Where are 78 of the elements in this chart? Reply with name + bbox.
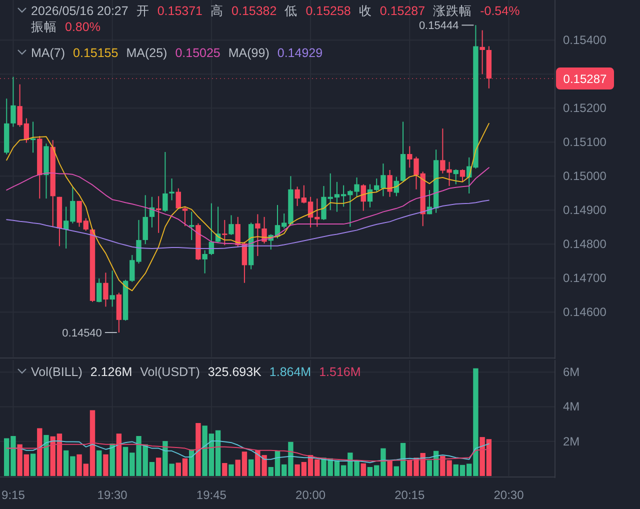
bar: [360, 463, 366, 476]
candlestick: [96, 278, 102, 303]
bar: [37, 428, 42, 476]
annotation: MA(99): [228, 46, 270, 60]
bar: [228, 464, 234, 476]
y-tick-label: 0.14800: [563, 237, 607, 252]
annotation: 涨跌幅: [433, 4, 472, 18]
y-tick-label: 4M: [563, 400, 580, 414]
candlestick: [222, 219, 228, 246]
annotation: 0.15371: [157, 4, 203, 18]
y-tick-label: 0.14600: [563, 305, 607, 320]
bar: [222, 463, 228, 476]
x-tick-label: 19:45: [196, 488, 227, 502]
chart-title: 2026/05/16 20:27: [31, 4, 128, 18]
annotation: 0.15382: [232, 4, 277, 18]
candlestick: [142, 194, 148, 245]
annotation: 0.15287: [380, 4, 426, 18]
annotation: 开: [136, 4, 150, 18]
bar: [248, 459, 254, 476]
bar: [387, 460, 392, 476]
annotation: 振幅: [31, 20, 57, 34]
y-tick-label: 0.15400: [563, 33, 607, 48]
bar: [110, 444, 115, 476]
y-tick-label: 0.15000: [563, 169, 607, 184]
line-series: [6, 122, 490, 292]
candlestick: [182, 206, 188, 227]
text: 0.15155: [73, 46, 118, 60]
candlestick: [255, 214, 260, 257]
candlestick: [176, 188, 181, 209]
annotation: MA(25): [126, 46, 168, 60]
annotation: Vol(USDT): [140, 365, 200, 379]
candlestick: [453, 168, 458, 185]
x-tick-label: 20:30: [494, 488, 524, 502]
annotation: 0.15258: [306, 4, 351, 18]
candlestick: [228, 214, 234, 236]
candlestick: [10, 76, 16, 128]
text: 0.15025: [175, 46, 220, 60]
annotation: 2.126M: [90, 365, 132, 379]
annotation: 0.80%: [65, 20, 100, 34]
text: 0.14929: [277, 46, 323, 60]
x-tick-label: 20:00: [296, 488, 326, 502]
candlestick: [387, 170, 392, 198]
candlestick: [110, 270, 115, 308]
y-tick-label: 0.15100: [563, 135, 607, 150]
y-tick-label: 0.15200: [563, 101, 607, 116]
annotation: 收: [358, 4, 372, 18]
candlestick: [460, 168, 466, 182]
annotation: 低: [284, 4, 298, 18]
candlestick: [189, 211, 194, 241]
candlestick: [169, 178, 174, 201]
bar: [103, 454, 108, 476]
x-tick-label: 20:15: [394, 488, 425, 502]
bar: [116, 434, 122, 476]
candlestick: [103, 272, 108, 308]
candlestick: [162, 151, 168, 212]
y-tick-label: 0.14700: [563, 271, 607, 286]
bar: [196, 423, 201, 476]
annotation: 325.693K: [208, 365, 262, 379]
annotation: MA(7): [31, 46, 66, 60]
bar: [44, 434, 49, 476]
bar: [30, 454, 36, 476]
annotation: Vol(BILL): [31, 365, 82, 379]
candlestick: [202, 250, 208, 274]
annotation: 0.14540: [62, 328, 102, 340]
annotation: 0.15444: [418, 20, 459, 32]
x-tick-label: 19:30: [97, 488, 128, 502]
bar: [156, 458, 162, 476]
annotation: 高: [210, 3, 224, 18]
x-tick-label: 9:15: [2, 488, 26, 502]
candlestick: [480, 30, 485, 75]
annotation: -0.54%: [480, 4, 520, 18]
y-tick-label: 0.14900: [563, 203, 607, 218]
ref-line-label: 0.15287: [563, 72, 608, 86]
text: 1.516M: [319, 365, 361, 379]
text: 1.864M: [269, 365, 312, 379]
y-tick-label: 6M: [563, 365, 580, 380]
bar: [96, 450, 102, 476]
y-tick-label: 2M: [563, 434, 580, 448]
